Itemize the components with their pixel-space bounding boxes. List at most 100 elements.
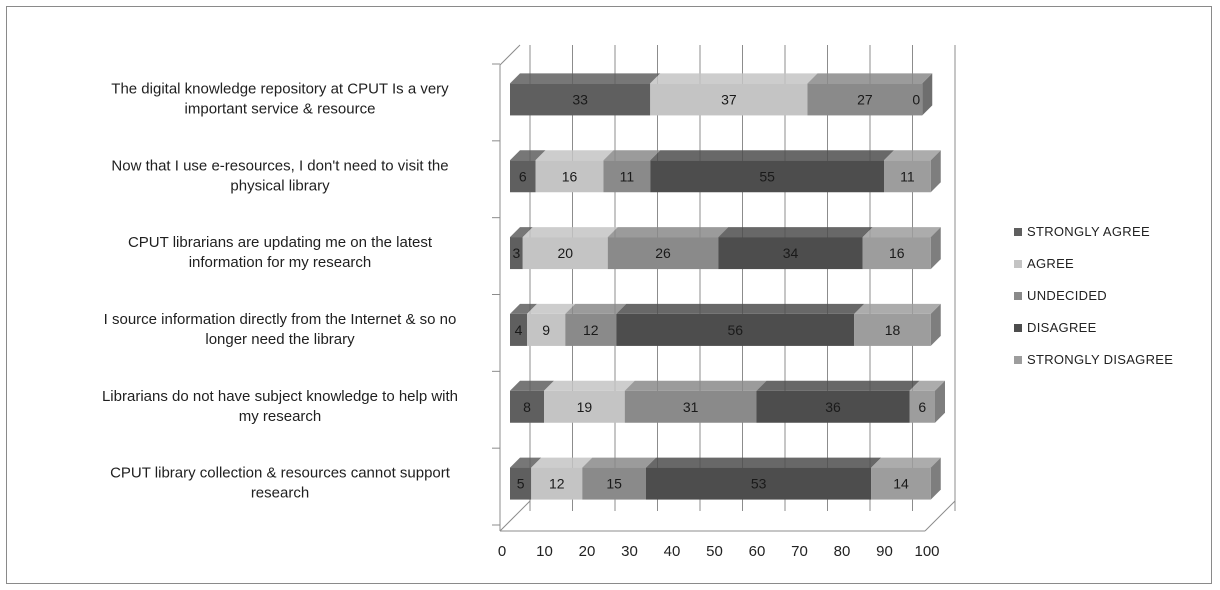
data-label: 36: [825, 399, 841, 415]
data-label: 19: [577, 399, 593, 415]
bar-top-face: [531, 457, 593, 468]
bar-segment: [624, 390, 757, 423]
bar-top-face: [535, 150, 614, 161]
data-label: 8: [523, 399, 531, 415]
bar-segment: [646, 467, 872, 500]
bar-segment: [603, 160, 651, 193]
bar-end-cap: [930, 457, 941, 500]
data-label: 3: [512, 245, 520, 261]
data-label: 12: [583, 322, 599, 338]
data-label: 14: [893, 476, 909, 492]
bar-top-face: [510, 380, 554, 391]
bar-top-face: [624, 380, 767, 391]
bar-top-face: [544, 380, 635, 391]
legend-swatch: [1014, 292, 1022, 300]
bar-segment: [510, 160, 536, 193]
bar-top-face: [510, 150, 546, 161]
bar-top-face: [582, 457, 656, 468]
x-tick-label: 30: [621, 543, 638, 560]
x-tick-label: 0: [498, 543, 506, 560]
bar-top-face: [646, 457, 882, 468]
data-label: 16: [562, 168, 578, 184]
bar-segment: [650, 160, 884, 193]
bar-top-face: [522, 227, 618, 238]
data-label: 6: [519, 168, 527, 184]
bar-segment: [535, 160, 604, 193]
bar-top-face: [510, 73, 661, 84]
bar-top-face: [527, 303, 576, 314]
bar-end-cap: [935, 380, 945, 423]
data-label: 9: [542, 322, 550, 338]
legend-label: STRONGLY AGREE: [1027, 224, 1150, 239]
data-label: 4: [515, 322, 523, 338]
bar-segment: [807, 83, 923, 116]
bar-segment: [582, 467, 646, 500]
bar-end-cap: [922, 73, 933, 116]
bar-segment: [510, 313, 527, 346]
data-label: 12: [549, 476, 565, 492]
bar-top-face: [807, 73, 933, 84]
bar-top-face: [603, 150, 661, 161]
axis-wall-top: [499, 44, 521, 66]
x-tick-label: 40: [664, 543, 681, 560]
bar-segment: [544, 390, 625, 423]
x-tick-label: 10: [536, 543, 553, 560]
data-label: 5: [517, 476, 525, 492]
x-tick-label: 80: [834, 543, 851, 560]
data-label: 16: [889, 245, 905, 261]
bar-top-face: [607, 227, 729, 238]
data-label: 26: [655, 245, 671, 261]
category-label: my research: [239, 408, 322, 425]
bar-top-face: [871, 457, 941, 468]
bar-segment: [531, 467, 583, 500]
category-label: Now that I use e-resources, I don't need…: [111, 157, 448, 174]
bar-end-cap: [930, 150, 941, 193]
legend-label: STRONGLY DISAGREE: [1027, 352, 1173, 367]
legend-label: UNDECIDED: [1027, 288, 1107, 303]
bar-segment: [616, 313, 855, 346]
bar-top-face: [510, 303, 537, 314]
bar-segment: [510, 390, 544, 423]
data-label: 34: [783, 245, 799, 261]
bar-top-face: [909, 380, 945, 391]
data-label: 0: [912, 91, 920, 107]
bar-segment: [522, 237, 608, 270]
bar-top-face: [718, 227, 873, 238]
bar-segment: [510, 467, 532, 500]
x-tick-label: 70: [791, 543, 808, 560]
floor-edge: [924, 500, 956, 532]
bar-top-face: [884, 150, 941, 161]
category-label: longer need the library: [205, 331, 355, 348]
x-tick-label: 50: [706, 543, 723, 560]
bar-segment: [510, 83, 651, 116]
floor-edge: [499, 500, 531, 532]
bar-top-face: [565, 303, 627, 314]
legend-swatch: [1014, 324, 1022, 332]
bar-segment: [718, 237, 863, 270]
legend-swatch: [1014, 356, 1022, 364]
x-tick-label: 20: [579, 543, 596, 560]
data-label: 37: [721, 91, 737, 107]
x-tick-label: 90: [876, 543, 893, 560]
bar-top-face: [650, 150, 894, 161]
legend-swatch: [1014, 260, 1022, 268]
bar-segment: [871, 467, 931, 500]
bar-top-face: [510, 457, 542, 468]
data-label: 53: [751, 476, 767, 492]
data-label: 56: [727, 322, 743, 338]
category-label: CPUT library collection & resources cann…: [110, 465, 451, 482]
bar-top-face: [854, 303, 941, 314]
x-tick-label: 60: [749, 543, 766, 560]
bar-segment: [756, 390, 910, 423]
category-label: Librarians do not have subject knowledge…: [102, 388, 458, 405]
bar-segment: [607, 237, 719, 270]
category-label: important service & resource: [185, 100, 376, 117]
legend-label: AGREE: [1027, 256, 1074, 271]
category-label: research: [251, 485, 309, 502]
bar-end-cap: [930, 303, 941, 346]
bar-segment: [510, 237, 523, 270]
data-label: 55: [759, 168, 775, 184]
bar-top-face: [616, 303, 865, 314]
bar-segment: [862, 237, 931, 270]
